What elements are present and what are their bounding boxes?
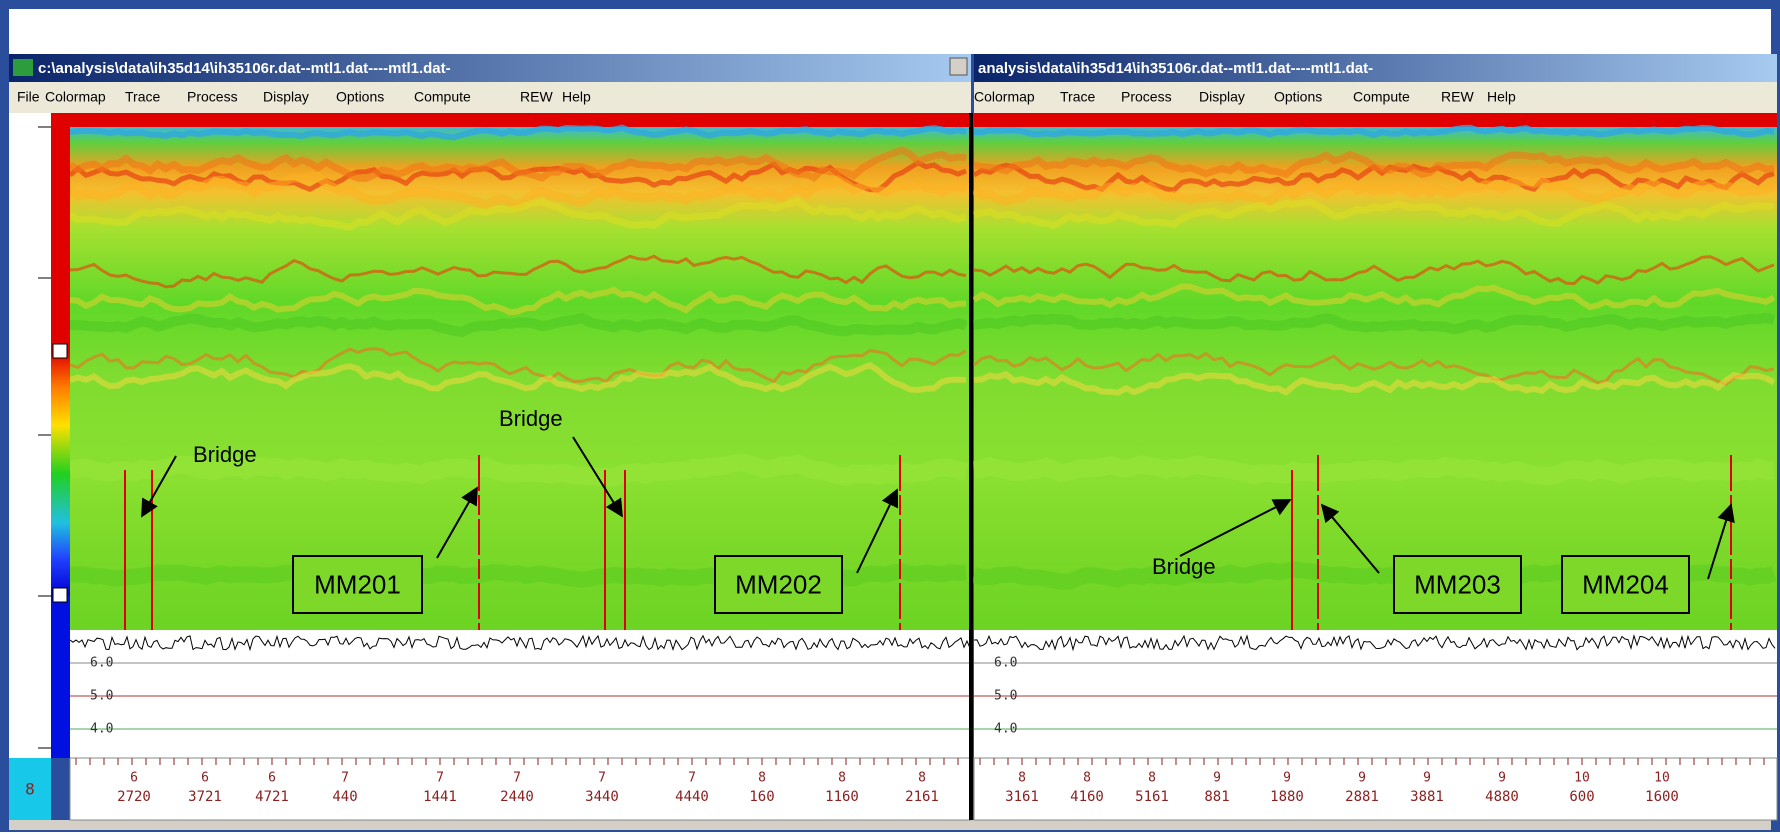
top-strip [9,9,1771,54]
screenshot: c:\analysis\data\ih35d14\ih35106r.dat--m… [0,0,1780,832]
depth-bar [51,127,70,352]
menu-item[interactable]: REW [520,89,553,105]
trace-label: 4.0 [90,722,113,737]
menu-item[interactable]: REW [1441,89,1474,105]
status-strip [9,820,1771,830]
trace-label: 5.0 [90,689,113,704]
menu-item[interactable]: Trace [125,89,160,105]
x-label-top: 8 [1083,771,1091,786]
menu-item[interactable]: Trace [1060,89,1095,105]
bridge-label: Bridge [1152,554,1216,579]
minimize-button[interactable] [950,58,967,75]
x-label-top: 8 [1148,771,1156,786]
x-label: 1160 [825,789,859,805]
x-label-top: 10 [1654,771,1670,786]
window-title: analysis\data\ih35d14\ih35106r.dat--mtl1… [978,60,1373,77]
menu-item[interactable]: Colormap [45,89,106,105]
x-label: 600 [1569,789,1594,805]
x-label: 4440 [675,789,709,805]
x-label: 4880 [1485,789,1519,805]
x-label: 1880 [1270,789,1304,805]
menu-item[interactable]: Process [1121,89,1172,105]
x-label: 2440 [500,789,534,805]
x-label-top: 7 [513,771,521,786]
x-label: 881 [1204,789,1229,805]
x-label: 1441 [423,789,457,805]
x-label: 3161 [1005,789,1039,805]
app-icon [13,59,33,76]
menu-item[interactable]: Options [1274,89,1322,105]
x-label-top: 9 [1423,771,1431,786]
x-label-top: 9 [1213,771,1221,786]
depth-bar [51,596,70,758]
trace-panel [70,630,971,758]
menu-item[interactable]: Options [336,89,384,105]
x-label: 2881 [1345,789,1379,805]
milepost-label: MM203 [1414,569,1501,599]
milepost-label: MM201 [314,569,401,599]
x-label-top: 8 [918,771,926,786]
menu-item[interactable]: Help [1487,89,1516,105]
red-bar [974,113,1777,127]
red-bar [9,113,971,127]
trace-label: 4.0 [994,722,1017,737]
menu-item[interactable]: Help [562,89,591,105]
pane-divider [969,113,973,820]
x-label: 3721 [188,789,222,805]
x-label: 4160 [1070,789,1104,805]
radar-band [974,464,1774,476]
menu-item[interactable]: Display [263,89,309,105]
x-label: 1600 [1645,789,1679,805]
colorbar-handle [53,344,67,358]
x-label-top: 9 [1283,771,1291,786]
x-label: 440 [332,789,357,805]
menu-item[interactable]: Colormap [974,89,1035,105]
colorbar [51,352,70,596]
x-label-top: 10 [1574,771,1590,786]
menu-item[interactable]: Process [187,89,238,105]
x-label-top: 9 [1498,771,1506,786]
x-label-top: 9 [1358,771,1366,786]
x-label-top: 7 [341,771,349,786]
trace-panel [974,630,1777,758]
x-label-top: 6 [130,771,138,786]
trace-label: 6.0 [994,656,1017,671]
x-label-top: 6 [268,771,276,786]
x-label: 5161 [1135,789,1169,805]
x-label-top: 8 [758,771,766,786]
bridge-label: Bridge [193,442,257,467]
trace-label: 6.0 [90,656,113,671]
x-label: 3440 [585,789,619,805]
x-label-top: 6 [201,771,209,786]
x-label-top: 7 [688,771,696,786]
trace-label: 5.0 [994,689,1017,704]
menu-item[interactable]: Compute [1353,89,1410,105]
x-label-top: 7 [598,771,606,786]
x-label-top: 8 [838,771,846,786]
menu-item[interactable]: Display [1199,89,1245,105]
menu-item[interactable]: File [17,89,40,105]
corner-label: 8 [25,780,35,799]
milepost-label: MM202 [735,569,822,599]
bridge-label: Bridge [499,406,563,431]
x-label: 160 [749,789,774,805]
milepost-label: MM204 [1582,569,1669,599]
x-label: 4721 [255,789,289,805]
x-label-top: 7 [436,771,444,786]
x-label: 2720 [117,789,151,805]
x-label-top: 8 [1018,771,1026,786]
colorbar-handle [53,588,67,602]
x-label: 2161 [905,789,939,805]
menu-item[interactable]: Compute [414,89,471,105]
x-label: 3881 [1410,789,1444,805]
window-title: c:\analysis\data\ih35d14\ih35106r.dat--m… [38,60,451,77]
